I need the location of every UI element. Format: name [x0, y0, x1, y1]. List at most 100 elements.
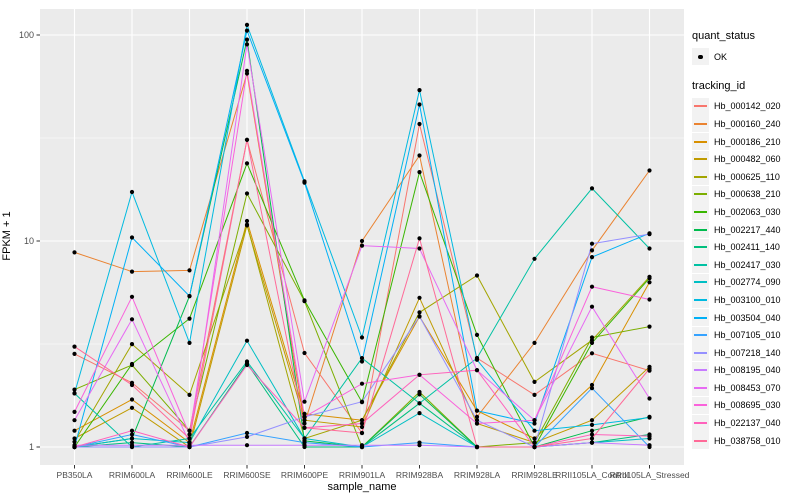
- legend-label: OK: [714, 51, 728, 62]
- svg-text:RRIM600LE: RRIM600LE: [166, 470, 213, 480]
- legend-item-ok: OK: [692, 48, 798, 66]
- y-axis: 1 10 100: [19, 30, 40, 452]
- line-swatch-icon: [694, 105, 707, 108]
- legend-label: Hb_002417_030: [714, 259, 781, 270]
- legend-label: Hb_002774_090: [714, 277, 781, 288]
- legend-label: Hb_003504_040: [714, 312, 781, 323]
- legend-key: [692, 238, 709, 256]
- line-swatch-icon: [694, 351, 707, 354]
- legend-label: Hb_038758_010: [714, 435, 781, 446]
- legend-label: Hb_007218_140: [714, 347, 781, 358]
- legend-item-Hb_000160_240: Hb_000160_240: [692, 115, 798, 133]
- legend-key: [692, 414, 709, 432]
- legend-item-Hb_038758_010: Hb_038758_010: [692, 432, 798, 450]
- legend-item-Hb_000186_210: Hb_000186_210: [692, 133, 798, 151]
- legend-label: Hb_000625_110: [714, 171, 780, 182]
- svg-text:RRIM600LA: RRIM600LA: [109, 470, 156, 480]
- legend-tracking-id-title: tracking_id: [692, 79, 746, 92]
- legend-key: [692, 168, 709, 186]
- legend-key: [692, 185, 709, 203]
- legend-key: [692, 309, 709, 327]
- black-point-icon: [698, 54, 703, 59]
- line-swatch-icon: [694, 422, 707, 425]
- legend-label: Hb_022137_040: [714, 418, 781, 429]
- legend-quant-status: quant_status OK: [692, 30, 798, 66]
- legend-item-Hb_008453_070: Hb_008453_070: [692, 379, 798, 397]
- legend-item-Hb_007105_010: Hb_007105_010: [692, 326, 798, 344]
- legend-label: Hb_000142_020: [714, 101, 781, 112]
- legend-item-Hb_002217_440: Hb_002217_440: [692, 221, 798, 239]
- legend-label: Hb_008195_040: [714, 365, 781, 376]
- line-swatch-icon: [694, 175, 707, 178]
- legend-key: [692, 115, 709, 133]
- svg-text:PB350LA: PB350LA: [57, 470, 93, 480]
- line-swatch-icon: [694, 404, 707, 407]
- legend-label: Hb_000160_240: [714, 118, 781, 129]
- legend-item-Hb_000142_020: Hb_000142_020: [692, 97, 798, 116]
- legend-key: [692, 326, 709, 344]
- legend-item-Hb_008195_040: Hb_008195_040: [692, 361, 798, 380]
- legend-key: [692, 273, 709, 291]
- legend-label: Hb_002217_440: [714, 224, 781, 235]
- legend-item-Hb_000638_210: Hb_000638_210: [692, 185, 798, 204]
- legend-item-Hb_003504_040: Hb_003504_040: [692, 309, 798, 327]
- legend-key: [692, 150, 709, 168]
- legend-item-Hb_002063_030: Hb_002063_030: [692, 203, 798, 221]
- line-swatch-icon: [694, 369, 707, 372]
- line-swatch-icon: [694, 334, 707, 337]
- svg-text:RRIM928LE: RRIM928LE: [511, 470, 558, 480]
- line-swatch-icon: [694, 122, 707, 125]
- legend-label: Hb_002411_140: [714, 242, 780, 253]
- legend-item-Hb_022137_040: Hb_022137_040: [692, 414, 798, 432]
- legend-key: [692, 396, 709, 414]
- line-swatch-icon: [694, 210, 707, 213]
- legend-quant-status-title: quant_status: [692, 30, 755, 42]
- legend-key: [692, 291, 709, 309]
- legend-label: Hb_008695_030: [714, 400, 781, 411]
- legend-item-Hb_002774_090: Hb_002774_090: [692, 273, 798, 292]
- legend: quant_status OK tracking_id Hb_000142_02…: [692, 30, 798, 463]
- svg-text:RRII105LA_Stressed: RRII105LA_Stressed: [610, 470, 690, 480]
- legend-item-Hb_002411_140: Hb_002411_140: [692, 238, 798, 256]
- legend-label: Hb_003100_010: [714, 294, 781, 305]
- legend-key: [692, 361, 709, 379]
- line-swatch-icon: [694, 439, 707, 442]
- svg-text:1: 1: [29, 442, 34, 452]
- legend-item-Hb_008695_030: Hb_008695_030: [692, 396, 798, 415]
- svg-text:100: 100: [19, 30, 34, 40]
- svg-text:RRIM928LA: RRIM928LA: [454, 470, 501, 480]
- x-axis: PB350LA RRIM600LA RRIM600LE RRIM600SE RRIM60…: [57, 465, 690, 480]
- legend-key: [692, 133, 709, 151]
- legend-item-Hb_000482_060: Hb_000482_060: [692, 150, 798, 168]
- legend-item-Hb_007218_140: Hb_007218_140: [692, 344, 798, 362]
- legend-item-Hb_002417_030: Hb_002417_030: [692, 256, 798, 274]
- legend-item-Hb_003100_010: Hb_003100_010: [692, 291, 798, 309]
- svg-text:10: 10: [24, 236, 34, 246]
- svg-text:RRIM928BA: RRIM928BA: [396, 470, 444, 480]
- svg-text:RRIM600PE: RRIM600PE: [281, 470, 329, 480]
- legend-label: Hb_008453_070: [714, 382, 781, 393]
- legend-key: [692, 379, 709, 397]
- line-swatch-icon: [694, 193, 707, 196]
- line-swatch-icon: [694, 158, 707, 161]
- line-swatch-icon: [694, 263, 707, 266]
- legend-label: Hb_000638_210: [714, 189, 781, 200]
- y-axis-title: FPKM + 1: [1, 211, 13, 261]
- line-swatch-icon: [694, 246, 707, 249]
- legend-key: [692, 97, 709, 115]
- svg-text:RRIM901LA: RRIM901LA: [339, 470, 386, 480]
- legend-tracking-id: tracking_id Hb_000142_020 Hb_000160_240 Hb…: [692, 80, 798, 450]
- legend-key: [692, 344, 709, 362]
- legend-label: Hb_000482_060: [714, 154, 781, 165]
- line-swatch-icon: [694, 386, 707, 389]
- svg-text:RRII105LA_Control: RRII105LA_Control: [555, 470, 629, 480]
- legend-label: Hb_007105_010: [714, 330, 781, 341]
- line-swatch-icon: [694, 228, 707, 231]
- legend-item-Hb_000625_110: Hb_000625_110: [692, 168, 798, 186]
- line-swatch-icon: [694, 140, 707, 143]
- legend-key: [692, 48, 709, 66]
- legend-label: Hb_002063_030: [714, 206, 781, 217]
- legend-label: Hb_000186_210: [714, 136, 781, 147]
